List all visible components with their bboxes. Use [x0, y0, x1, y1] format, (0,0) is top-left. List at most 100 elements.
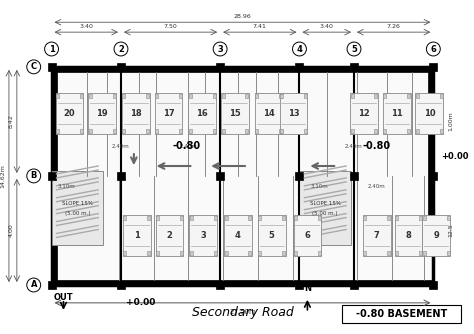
Polygon shape: [363, 215, 391, 256]
Text: 17: 17: [163, 109, 174, 118]
Bar: [190, 251, 193, 255]
Bar: [374, 129, 377, 133]
Bar: [248, 215, 251, 219]
Bar: [214, 215, 217, 219]
Bar: [189, 94, 192, 98]
Bar: [374, 94, 377, 98]
Polygon shape: [122, 93, 150, 134]
Bar: [52, 171, 103, 245]
Polygon shape: [155, 215, 183, 256]
Bar: [428, 67, 433, 255]
Bar: [52, 67, 56, 285]
Text: -0.80 BASEMENT: -0.80 BASEMENT: [356, 309, 447, 319]
Text: OUT: OUT: [54, 293, 73, 302]
Bar: [447, 215, 450, 219]
Bar: [429, 172, 438, 180]
Bar: [295, 172, 303, 180]
Polygon shape: [88, 93, 116, 134]
Bar: [214, 251, 217, 255]
Polygon shape: [55, 93, 83, 134]
Bar: [179, 129, 182, 133]
Polygon shape: [155, 93, 182, 134]
Circle shape: [213, 42, 227, 56]
Bar: [222, 94, 225, 98]
Bar: [416, 129, 419, 133]
Bar: [89, 94, 92, 98]
Bar: [364, 251, 366, 255]
Bar: [350, 63, 358, 71]
Bar: [342, 305, 461, 323]
Bar: [52, 67, 433, 285]
Bar: [216, 281, 224, 289]
Bar: [447, 251, 450, 255]
Text: 6: 6: [430, 44, 436, 53]
Bar: [248, 251, 251, 255]
Bar: [407, 94, 410, 98]
Bar: [112, 94, 116, 98]
Text: 10: 10: [424, 109, 435, 118]
Text: 27.50m: 27.50m: [229, 309, 256, 315]
Text: 2.40m: 2.40m: [112, 144, 130, 149]
Bar: [351, 94, 354, 98]
Bar: [180, 251, 183, 255]
Bar: [300, 171, 351, 245]
Text: -0.80: -0.80: [363, 141, 391, 151]
Bar: [155, 94, 158, 98]
Text: 2: 2: [167, 231, 173, 240]
Polygon shape: [258, 215, 285, 256]
Bar: [180, 215, 183, 219]
Bar: [351, 129, 354, 133]
Bar: [117, 172, 125, 180]
Bar: [156, 251, 159, 255]
Bar: [89, 129, 92, 133]
Bar: [225, 251, 228, 255]
Text: SLOPE 15%: SLOPE 15%: [62, 201, 93, 206]
Bar: [364, 215, 366, 219]
Circle shape: [292, 42, 306, 56]
Bar: [179, 94, 182, 98]
Bar: [258, 251, 261, 255]
Text: 20: 20: [64, 109, 75, 118]
Text: 14: 14: [263, 109, 274, 118]
Text: 8.42: 8.42: [9, 115, 14, 128]
Bar: [146, 94, 149, 98]
Bar: [395, 251, 398, 255]
Bar: [282, 215, 285, 219]
Bar: [294, 251, 297, 255]
Polygon shape: [255, 93, 283, 134]
Text: 4: 4: [235, 231, 241, 240]
Bar: [350, 281, 358, 289]
Bar: [213, 129, 216, 133]
Bar: [280, 94, 283, 98]
Bar: [429, 281, 438, 289]
Bar: [387, 251, 390, 255]
Text: 3: 3: [201, 231, 206, 240]
Bar: [429, 63, 438, 71]
Polygon shape: [350, 93, 378, 134]
Bar: [295, 63, 303, 71]
Bar: [56, 94, 59, 98]
Text: 12.5: 12.5: [448, 223, 453, 237]
Text: 15: 15: [229, 109, 241, 118]
Bar: [255, 129, 258, 133]
Text: 28.96: 28.96: [234, 14, 251, 19]
Bar: [304, 94, 307, 98]
Text: 2: 2: [118, 44, 124, 53]
Text: (5.00 m.): (5.00 m.): [64, 211, 90, 216]
Polygon shape: [280, 93, 308, 134]
Bar: [383, 129, 386, 133]
Text: 11: 11: [391, 109, 402, 118]
Bar: [279, 129, 282, 133]
Bar: [350, 172, 358, 180]
Text: 12: 12: [358, 109, 370, 118]
Bar: [295, 281, 303, 289]
Text: -0.80: -0.80: [173, 141, 201, 151]
Bar: [246, 129, 248, 133]
Text: B: B: [30, 171, 37, 180]
Bar: [122, 94, 126, 98]
Bar: [80, 129, 83, 133]
Circle shape: [114, 42, 128, 56]
Text: 8: 8: [406, 231, 411, 240]
Bar: [190, 215, 193, 219]
Circle shape: [27, 60, 41, 74]
